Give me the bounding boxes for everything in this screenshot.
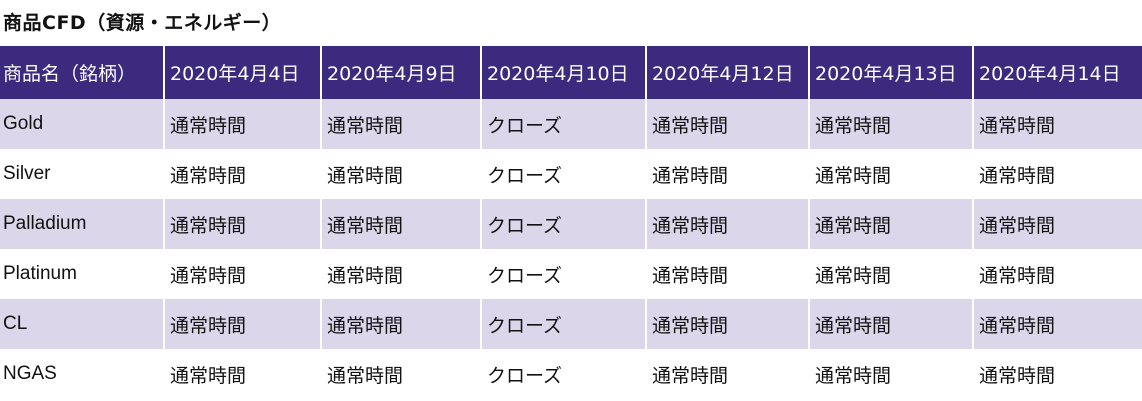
status-cell: 通常時間	[320, 299, 480, 349]
product-name-cell: CL	[0, 299, 163, 349]
status-cell: 通常時間	[320, 349, 480, 399]
status-cell: 通常時間	[645, 199, 808, 249]
status-cell: クローズ	[480, 99, 645, 149]
header-product-name: 商品名（銘柄）	[0, 46, 163, 99]
header-date: 2020年4月4日	[163, 46, 320, 99]
status-cell: 通常時間	[972, 299, 1142, 349]
product-name-cell: Palladium	[0, 199, 163, 249]
status-cell: 通常時間	[808, 199, 972, 249]
status-cell: 通常時間	[163, 199, 320, 249]
status-cell: 通常時間	[972, 199, 1142, 249]
status-cell: 通常時間	[645, 349, 808, 399]
status-cell: 通常時間	[163, 249, 320, 299]
product-name-cell: NGAS	[0, 349, 163, 399]
status-cell: 通常時間	[320, 249, 480, 299]
status-cell: 通常時間	[808, 249, 972, 299]
status-cell: 通常時間	[163, 99, 320, 149]
header-date: 2020年4月13日	[808, 46, 972, 99]
status-cell: クローズ	[480, 349, 645, 399]
status-cell: 通常時間	[320, 99, 480, 149]
header-date: 2020年4月10日	[480, 46, 645, 99]
status-cell: 通常時間	[645, 149, 808, 199]
status-cell: 通常時間	[808, 349, 972, 399]
page-title: 商品CFD（資源・エネルギー）	[3, 12, 282, 34]
status-cell: 通常時間	[320, 199, 480, 249]
table-row: Palladium 通常時間 通常時間 クローズ 通常時間 通常時間 通常時間	[0, 199, 1142, 249]
market-hours-table: 商品名（銘柄） 2020年4月4日 2020年4月9日 2020年4月10日 2…	[0, 46, 1142, 399]
status-cell: 通常時間	[808, 99, 972, 149]
status-cell: クローズ	[480, 299, 645, 349]
status-cell: 通常時間	[972, 99, 1142, 149]
header-date: 2020年4月9日	[320, 46, 480, 99]
table-header-row: 商品名（銘柄） 2020年4月4日 2020年4月9日 2020年4月10日 2…	[0, 46, 1142, 99]
table-row: NGAS 通常時間 通常時間 クローズ 通常時間 通常時間 通常時間	[0, 349, 1142, 399]
status-cell: 通常時間	[972, 349, 1142, 399]
status-cell: クローズ	[480, 199, 645, 249]
status-cell: 通常時間	[808, 149, 972, 199]
table-row: CL 通常時間 通常時間 クローズ 通常時間 通常時間 通常時間	[0, 299, 1142, 349]
status-cell: 通常時間	[163, 149, 320, 199]
product-name-cell: Gold	[0, 99, 163, 149]
status-cell: 通常時間	[163, 349, 320, 399]
status-cell: クローズ	[480, 249, 645, 299]
status-cell: 通常時間	[320, 149, 480, 199]
status-cell: 通常時間	[972, 249, 1142, 299]
status-cell: 通常時間	[645, 99, 808, 149]
table-row: Silver 通常時間 通常時間 クローズ 通常時間 通常時間 通常時間	[0, 149, 1142, 199]
status-cell: クローズ	[480, 149, 645, 199]
status-cell: 通常時間	[163, 299, 320, 349]
header-date: 2020年4月12日	[645, 46, 808, 99]
table-row: Platinum 通常時間 通常時間 クローズ 通常時間 通常時間 通常時間	[0, 249, 1142, 299]
header-date: 2020年4月14日	[972, 46, 1142, 99]
status-cell: 通常時間	[808, 299, 972, 349]
product-name-cell: Silver	[0, 149, 163, 199]
status-cell: 通常時間	[972, 149, 1142, 199]
status-cell: 通常時間	[645, 299, 808, 349]
table-row: Gold 通常時間 通常時間 クローズ 通常時間 通常時間 通常時間	[0, 99, 1142, 149]
status-cell: 通常時間	[645, 249, 808, 299]
product-name-cell: Platinum	[0, 249, 163, 299]
